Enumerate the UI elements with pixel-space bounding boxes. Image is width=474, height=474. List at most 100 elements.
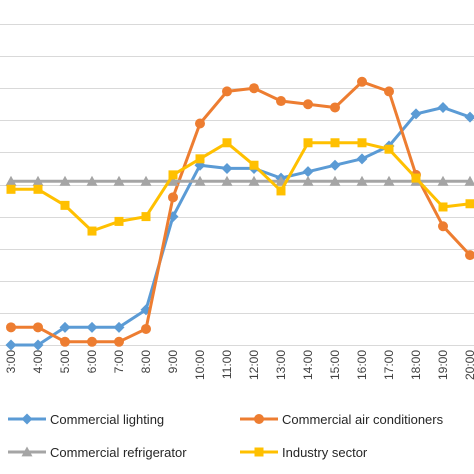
legend-marker <box>254 414 264 424</box>
x-tick-label: 12:00 <box>247 350 261 380</box>
x-tick-label: 7:00 <box>112 350 126 374</box>
data-point <box>356 175 368 186</box>
data-point <box>384 144 394 154</box>
data-point <box>87 226 97 236</box>
series-commercial-refrigerator <box>5 175 474 186</box>
data-point <box>114 216 124 226</box>
data-point <box>113 321 125 333</box>
x-tick-label: 14:00 <box>301 350 315 380</box>
data-point <box>329 159 341 171</box>
data-point <box>438 221 448 232</box>
data-point <box>329 175 341 186</box>
data-point <box>330 138 340 148</box>
x-tick-label: 5:00 <box>58 350 72 374</box>
data-point <box>302 166 314 178</box>
data-point <box>437 101 449 113</box>
data-point <box>33 184 43 194</box>
data-point <box>438 202 448 212</box>
data-point <box>140 175 152 186</box>
data-point <box>222 86 232 97</box>
data-point <box>249 83 259 94</box>
data-point <box>330 102 340 113</box>
x-tick-label: 8:00 <box>139 350 153 374</box>
data-point <box>168 170 178 180</box>
legend-item: Commercial air conditioners <box>240 412 444 427</box>
data-point <box>6 322 16 333</box>
legend-marker <box>21 446 33 457</box>
data-point <box>221 175 233 186</box>
data-point <box>221 162 233 174</box>
data-point <box>86 321 98 333</box>
legend-label: Commercial lighting <box>50 412 164 427</box>
legend-label: Commercial air conditioners <box>282 412 444 427</box>
data-point <box>60 336 70 347</box>
data-point <box>276 186 286 196</box>
data-point <box>141 212 151 222</box>
x-tick-label: 11:00 <box>220 350 234 379</box>
legend-label: Industry sector <box>282 445 368 460</box>
data-point <box>303 99 313 110</box>
data-point <box>32 339 44 351</box>
data-point <box>86 175 98 186</box>
data-point <box>302 175 314 186</box>
data-point <box>167 175 179 186</box>
x-tick-label: 20:00 <box>463 350 474 380</box>
data-point <box>33 322 43 333</box>
data-point <box>276 96 286 107</box>
legend-item: Industry sector <box>240 445 368 460</box>
x-tick-label: 9:00 <box>166 350 180 374</box>
data-point <box>113 175 125 186</box>
data-point <box>249 160 259 170</box>
legend-marker <box>254 447 264 457</box>
data-point <box>222 138 232 148</box>
data-point <box>5 175 17 186</box>
x-tick-label: 6:00 <box>85 350 99 374</box>
data-point <box>356 153 368 165</box>
data-point <box>5 339 17 351</box>
x-tick-label: 4:00 <box>31 350 45 374</box>
data-point <box>465 250 474 261</box>
data-point <box>465 199 474 209</box>
x-tick-label: 15:00 <box>328 350 342 380</box>
data-point <box>195 118 205 129</box>
x-tick-label: 19:00 <box>436 350 450 380</box>
series-industry-sector <box>6 138 474 236</box>
data-point <box>437 175 449 186</box>
data-point <box>114 336 124 347</box>
data-point <box>411 173 421 183</box>
data-point <box>141 323 151 334</box>
legend-item: Commercial lighting <box>8 412 164 427</box>
x-tick-label: 10:00 <box>193 350 207 380</box>
x-axis-tick-labels: 3:00 4:00 5:00 6:00 7:00 8:00 9:00 10:00 11:00 12… <box>4 350 474 380</box>
data-point <box>195 154 205 164</box>
gridlines <box>0 24 474 346</box>
data-point <box>6 184 16 194</box>
data-point <box>384 86 394 97</box>
data-point <box>464 111 474 123</box>
data-point <box>32 175 44 186</box>
data-point <box>357 138 367 148</box>
data-point <box>194 175 206 186</box>
series-lines <box>5 76 474 351</box>
data-point <box>248 175 260 186</box>
data-point <box>303 138 313 148</box>
data-point <box>464 175 474 186</box>
data-point <box>383 175 395 186</box>
legend-marker <box>21 413 33 425</box>
legend-item: Commercial refrigerator <box>8 445 187 460</box>
x-tick-label: 16:00 <box>355 350 369 380</box>
data-point <box>59 175 71 186</box>
x-tick-label: 3:00 <box>4 350 18 374</box>
series-commercial-air-conditioners <box>6 76 474 347</box>
x-tick-label: 18:00 <box>409 350 423 380</box>
data-point <box>87 336 97 347</box>
data-point <box>59 321 71 333</box>
series-line <box>11 106 471 347</box>
x-tick-label: 17:00 <box>382 350 396 380</box>
data-point <box>410 108 422 120</box>
data-point <box>60 200 70 210</box>
legend: Commercial lighting Commercial air condit… <box>8 412 444 460</box>
data-point <box>168 192 178 203</box>
legend-label: Commercial refrigerator <box>50 445 187 460</box>
